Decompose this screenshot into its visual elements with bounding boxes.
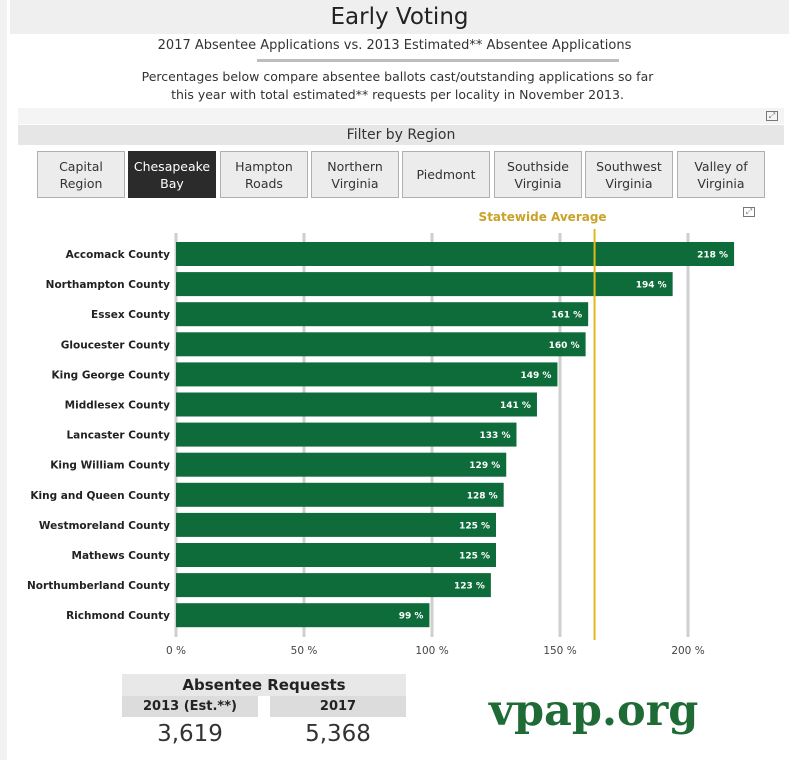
category-label: Northampton County: [46, 279, 170, 291]
region-button[interactable]: Capital Region: [37, 151, 125, 198]
bar: [176, 272, 673, 297]
visual-toolbar: [18, 108, 784, 124]
category-label: Northumberland County: [27, 580, 170, 592]
x-tick-label: 50 %: [291, 645, 318, 657]
page-title: Early Voting: [10, 0, 789, 34]
bar: [176, 392, 537, 417]
data-label: 99 %: [399, 612, 424, 622]
region-button-label-line1: Chesapeake: [133, 158, 211, 174]
region-button-label-line2: Virginia: [605, 175, 653, 191]
region-button[interactable]: Piedmont: [402, 151, 490, 198]
data-label: 160 %: [549, 341, 580, 351]
region-button[interactable]: Valley of Virginia: [677, 151, 765, 198]
description: Percentages below compare absentee ballo…: [0, 68, 789, 104]
kpi-2013-label: 2013 (Est.**): [122, 696, 258, 717]
region-button[interactable]: Southwest Virginia: [585, 151, 673, 198]
bar: [176, 603, 430, 628]
data-label: 128 %: [467, 491, 498, 501]
region-button-label-line2: Virginia: [331, 175, 379, 191]
category-label: Gloucester County: [61, 339, 170, 351]
region-button-label: Hampton Roads: [235, 158, 293, 192]
category-label: Essex County: [91, 309, 170, 321]
region-button-label-line1: Valley of: [694, 158, 748, 174]
region-button-label-line1: Southwest: [596, 158, 662, 174]
bar: [176, 512, 496, 537]
region-button-label-line2: Virginia: [514, 175, 562, 191]
region-button-label-line1: Capital: [59, 158, 103, 174]
data-label: 125 %: [459, 552, 490, 562]
category-label: Lancaster County: [66, 430, 170, 442]
region-button-label-line2: Virginia: [697, 175, 745, 191]
data-label: 194 %: [636, 281, 667, 291]
data-label: 125 %: [459, 521, 490, 531]
bar: [176, 543, 496, 567]
region-button-label-line2: Roads: [245, 175, 283, 191]
region-button-label-line1: Southside: [507, 158, 569, 174]
bar: [176, 302, 589, 327]
data-label: 141 %: [500, 401, 531, 411]
kpi-2017-label: 2017: [270, 696, 406, 717]
region-button-label: Capital Region: [59, 158, 103, 192]
region-button-label-line1: Northern: [327, 158, 383, 174]
x-tick-label: 100 %: [415, 645, 448, 657]
category-label: Westmoreland County: [39, 520, 170, 532]
region-button-label: Southwest Virginia: [596, 158, 662, 192]
expand-icon[interactable]: ⤢: [766, 111, 778, 121]
region-button[interactable]: Hampton Roads: [220, 151, 308, 198]
data-label: 129 %: [469, 461, 500, 471]
region-button-label: Southside Virginia: [507, 158, 569, 192]
category-label: Middlesex County: [65, 400, 170, 412]
bar: [176, 482, 504, 507]
region-button-label: Northern Virginia: [327, 158, 383, 192]
subtitle-divider: [257, 59, 619, 62]
data-label: 161 %: [551, 311, 582, 321]
category-label: King William County: [50, 460, 170, 472]
x-tick-label: 150 %: [543, 645, 576, 657]
vpap-logo: vpap.org: [489, 686, 699, 736]
absentee-requests-header: Absentee Requests: [122, 674, 406, 696]
region-button-label: Chesapeake Bay: [134, 158, 210, 192]
description-line-2: this year with total estimated** request…: [171, 87, 624, 102]
bar: [176, 242, 735, 266]
region-button[interactable]: Chesapeake Bay: [128, 151, 216, 198]
region-button-label-line2: Region: [59, 175, 103, 191]
region-button-label-line1: Hampton: [235, 158, 293, 174]
data-label: 133 %: [480, 431, 511, 441]
page-subtitle: 2017 Absentee Applications vs. 2013 Esti…: [157, 38, 632, 53]
expand-icon[interactable]: ⤢: [743, 207, 755, 217]
region-button-label: Valley of Virginia: [694, 158, 747, 192]
region-button-label-line2: Bay: [160, 175, 184, 191]
category-label: King and Queen County: [30, 490, 170, 502]
kpi-2017-value: 5,368: [305, 721, 371, 747]
region-button[interactable]: Northern Virginia: [311, 151, 399, 198]
data-label: 218 %: [697, 251, 728, 261]
category-label: Accomack County: [66, 249, 171, 261]
category-label: King George County: [51, 369, 170, 381]
region-button[interactable]: Southside Virginia: [494, 151, 582, 198]
bar: [176, 452, 507, 477]
region-button-label: Piedmont: [416, 166, 475, 183]
category-label: Richmond County: [66, 610, 170, 622]
filter-title: Filter by Region: [18, 125, 784, 145]
statewide-average-label: Statewide Average: [478, 210, 607, 224]
category-label: Mathews County: [72, 550, 171, 562]
bar: [176, 332, 586, 357]
bar-chart: 0 % 50 % 100 % 150 % 200 % Accomack County 218…: [27, 229, 735, 657]
x-tick-label: 0 %: [166, 645, 186, 657]
kpi-2013-value: 3,619: [157, 721, 223, 747]
x-tick-label: 200 %: [671, 645, 704, 657]
left-edge-strip: [0, 0, 7, 760]
bar: [176, 573, 491, 598]
bar: [176, 422, 517, 447]
data-label: 149 %: [521, 371, 552, 381]
bar: [176, 362, 558, 387]
description-line-1: Percentages below compare absentee ballo…: [141, 69, 654, 84]
region-button-label-line1: Piedmont: [416, 167, 476, 182]
data-label: 123 %: [454, 582, 485, 592]
